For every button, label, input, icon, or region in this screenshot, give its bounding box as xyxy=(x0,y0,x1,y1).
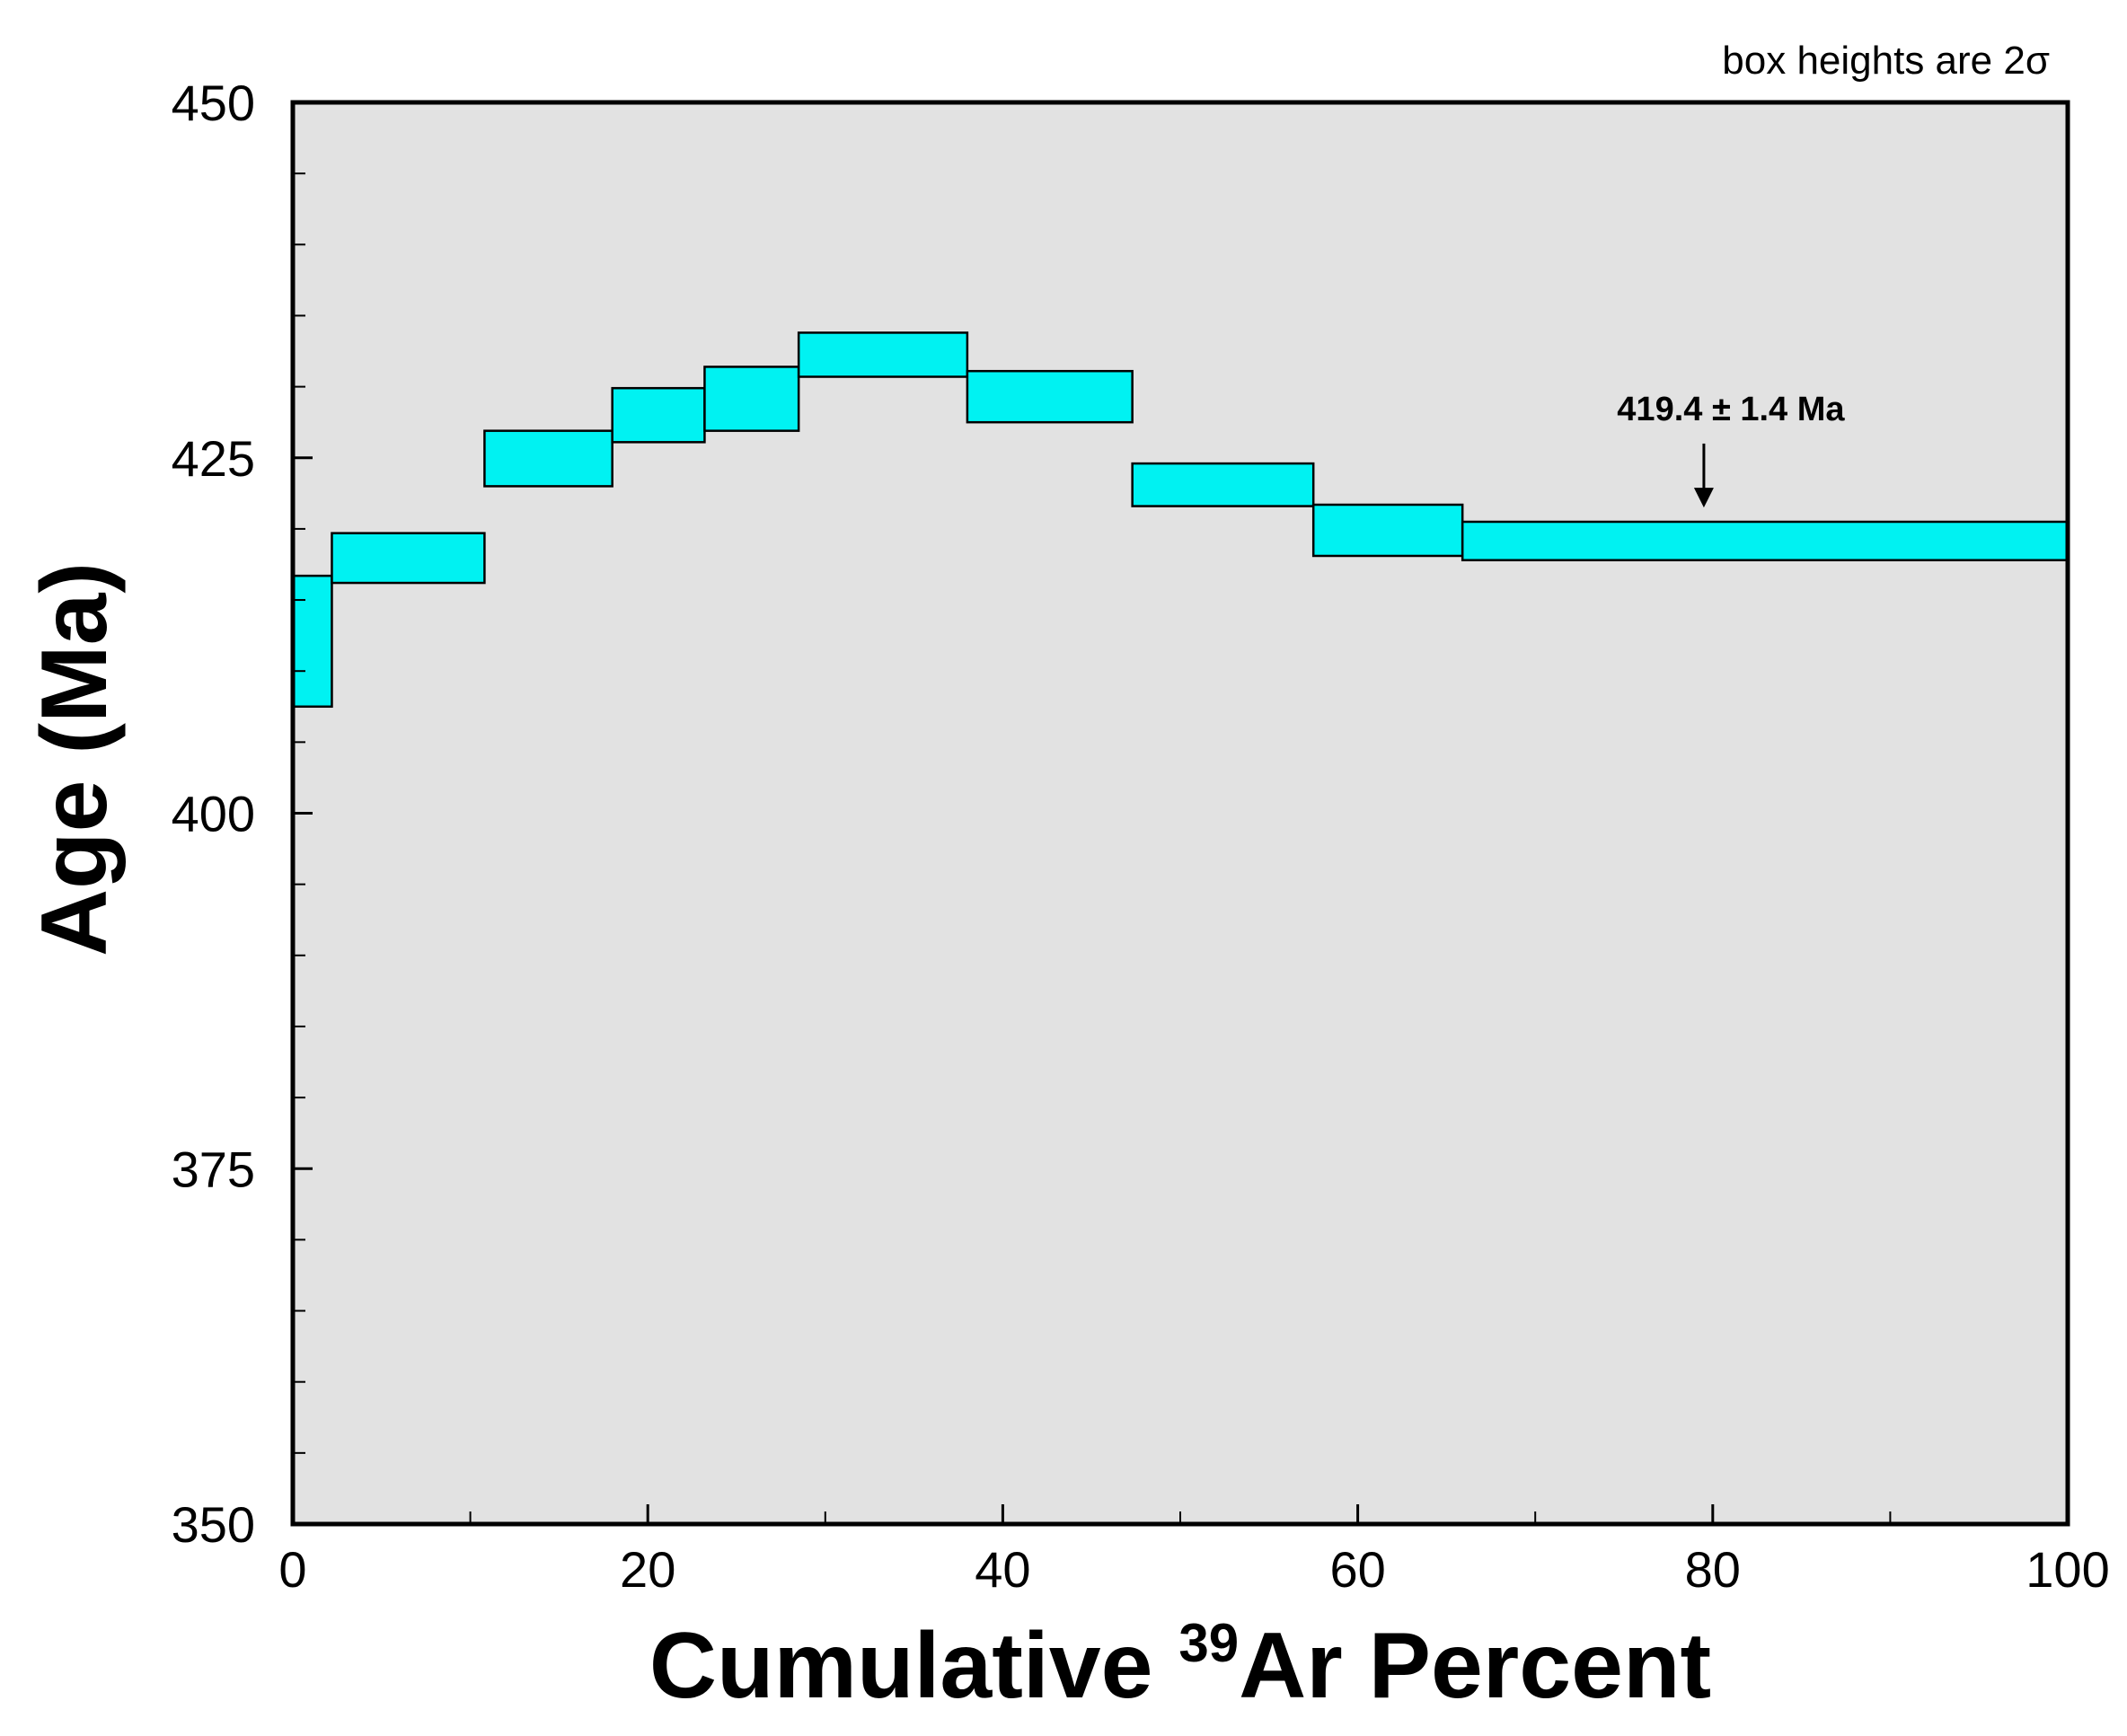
x-tick-label: 40 xyxy=(975,1541,1030,1598)
y-tick-label: 375 xyxy=(172,1141,255,1197)
x-tick-label: 20 xyxy=(620,1541,675,1598)
y-axis-title: Age (Ma) xyxy=(22,562,127,956)
x-axis-title-superscript: 39 xyxy=(1178,1613,1239,1673)
step-box-4 xyxy=(611,386,706,444)
x-axis-title: Cumulative 39Ar Percent xyxy=(649,1613,1711,1718)
step-box-1 xyxy=(291,574,333,709)
step-box-10 xyxy=(1461,520,2070,561)
x-tick-label: 100 xyxy=(2026,1541,2109,1598)
step-box-7 xyxy=(966,369,1134,424)
arrow-down-icon xyxy=(1693,488,1714,508)
x-tick-label: 80 xyxy=(1685,1541,1741,1598)
step-box-2 xyxy=(331,532,486,585)
box-heights-note: box heights are 2σ xyxy=(1722,39,2050,83)
tick-labels-layer: 0 20 40 60 80 100 350 375 400 425 450 xyxy=(172,75,2110,1598)
plateau-age-annotation: 419.4 ± 1.4 Ma xyxy=(1617,391,1845,428)
step-box-5 xyxy=(703,366,800,432)
step-boxes-layer xyxy=(291,331,2070,709)
step-box-3 xyxy=(483,429,613,488)
step-box-8 xyxy=(1131,462,1315,507)
y-tick-label: 400 xyxy=(172,786,255,842)
y-tick-label: 450 xyxy=(172,75,255,131)
y-tick-label: 425 xyxy=(172,430,255,487)
x-axis-title-suffix: Ar Percent xyxy=(1239,1614,1711,1718)
y-tick-label: 350 xyxy=(172,1496,255,1553)
x-tick-label: 60 xyxy=(1329,1541,1385,1598)
plot-frame xyxy=(290,100,2070,1527)
plot-area xyxy=(293,102,2068,1524)
x-tick-label: 0 xyxy=(278,1541,306,1598)
x-axis-title-prefix: Cumulative xyxy=(649,1614,1178,1718)
step-box-6 xyxy=(797,331,969,378)
step-box-9 xyxy=(1311,503,1464,558)
